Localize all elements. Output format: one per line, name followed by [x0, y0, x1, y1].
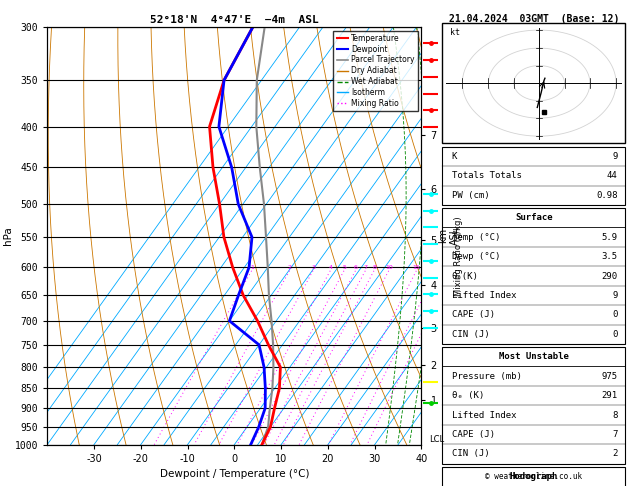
- Y-axis label: hPa: hPa: [3, 226, 13, 245]
- Text: 291: 291: [601, 391, 618, 400]
- Bar: [442, 23, 625, 143]
- Text: Surface: Surface: [515, 213, 552, 222]
- Text: Lifted Index: Lifted Index: [452, 411, 516, 419]
- Text: 290: 290: [601, 272, 618, 280]
- Text: 2: 2: [288, 265, 292, 270]
- Bar: [442, 208, 625, 344]
- Y-axis label: km
ASL: km ASL: [438, 226, 460, 245]
- Text: Totals Totals: Totals Totals: [452, 172, 521, 180]
- Text: θₑ(K): θₑ(K): [452, 272, 479, 280]
- Text: 2: 2: [612, 450, 618, 458]
- Text: 7: 7: [612, 430, 618, 439]
- Text: kt: kt: [450, 28, 460, 37]
- Text: CIN (J): CIN (J): [452, 450, 489, 458]
- Text: 8: 8: [372, 265, 376, 270]
- Text: 0: 0: [612, 311, 618, 319]
- Text: 21.04.2024  03GMT  (Base: 12): 21.04.2024 03GMT (Base: 12): [448, 14, 619, 24]
- Text: Lifted Index: Lifted Index: [452, 291, 516, 300]
- Text: CIN (J): CIN (J): [452, 330, 489, 339]
- Text: 5.9: 5.9: [601, 233, 618, 242]
- Bar: [442, 347, 625, 464]
- Text: 0.98: 0.98: [596, 191, 618, 200]
- Text: 0: 0: [612, 330, 618, 339]
- Text: 4: 4: [328, 265, 333, 270]
- Text: 3.5: 3.5: [601, 252, 618, 261]
- Text: θₑ (K): θₑ (K): [452, 391, 484, 400]
- Text: © weatheronline.co.uk: © weatheronline.co.uk: [485, 472, 582, 481]
- Text: Temp (°C): Temp (°C): [452, 233, 500, 242]
- Text: 3: 3: [311, 265, 315, 270]
- Text: Mixing Ratio (g/kg): Mixing Ratio (g/kg): [454, 217, 464, 296]
- Bar: [442, 147, 625, 205]
- Text: Most Unstable: Most Unstable: [499, 352, 569, 361]
- Text: 5: 5: [342, 265, 346, 270]
- Text: 1: 1: [250, 265, 253, 270]
- Bar: [442, 467, 625, 486]
- Text: Dewp (°C): Dewp (°C): [452, 252, 500, 261]
- Text: CAPE (J): CAPE (J): [452, 311, 495, 319]
- Text: Pressure (mb): Pressure (mb): [452, 372, 521, 381]
- Text: 44: 44: [607, 172, 618, 180]
- Text: 7: 7: [364, 265, 367, 270]
- Text: 8: 8: [612, 411, 618, 419]
- Text: 9: 9: [612, 291, 618, 300]
- Text: 6: 6: [353, 265, 358, 270]
- Text: 975: 975: [601, 372, 618, 381]
- Legend: Temperature, Dewpoint, Parcel Trajectory, Dry Adiabat, Wet Adiabat, Isotherm, Mi: Temperature, Dewpoint, Parcel Trajectory…: [333, 31, 418, 111]
- Text: K: K: [452, 152, 457, 161]
- Text: CAPE (J): CAPE (J): [452, 430, 495, 439]
- Text: PW (cm): PW (cm): [452, 191, 489, 200]
- Text: Hodograph: Hodograph: [509, 472, 558, 481]
- Text: 10: 10: [385, 265, 393, 270]
- Title: 52°18'N  4°47'E  −4m  ASL: 52°18'N 4°47'E −4m ASL: [150, 15, 319, 25]
- X-axis label: Dewpoint / Temperature (°C): Dewpoint / Temperature (°C): [160, 469, 309, 479]
- Text: LCL: LCL: [429, 435, 444, 444]
- Text: 15: 15: [413, 265, 420, 270]
- Text: 9: 9: [612, 152, 618, 161]
